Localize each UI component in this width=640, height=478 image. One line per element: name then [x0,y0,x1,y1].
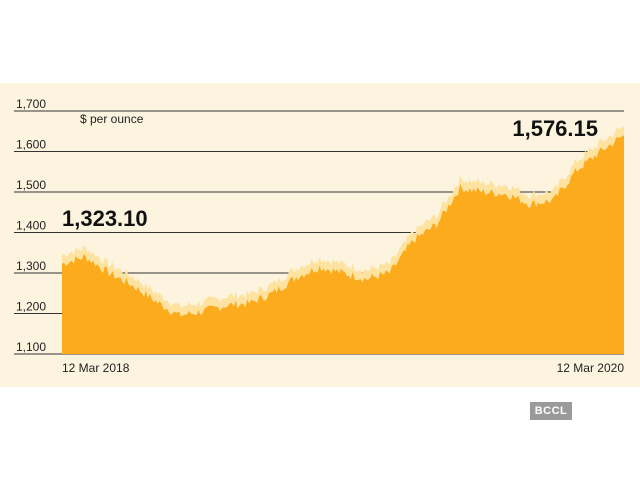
x-start-label: 12 Mar 2018 [62,361,130,375]
start-value-label: 1,323.10 [62,206,148,231]
end-value-label: 1,576.15 [512,116,598,141]
unit-label: $ per ounce [80,112,144,126]
price-area-fill [62,135,624,354]
y-tick-label: 1,600 [16,138,46,152]
y-tick-label: 1,400 [16,219,46,233]
y-tick-label: 1,200 [16,300,46,314]
x-end-label: 12 Mar 2020 [557,361,625,375]
y-tick-label: 1,700 [16,97,46,111]
watermark-badge: BCCL [530,402,572,420]
y-tick-label: 1,500 [16,178,46,192]
y-axis-ticks: 1,700 1,600 1,500 1,400 1,300 1,200 1,100 [16,97,46,354]
y-tick-label: 1,100 [16,340,46,354]
y-tick-label: 1,300 [16,259,46,273]
price-area [62,126,624,354]
